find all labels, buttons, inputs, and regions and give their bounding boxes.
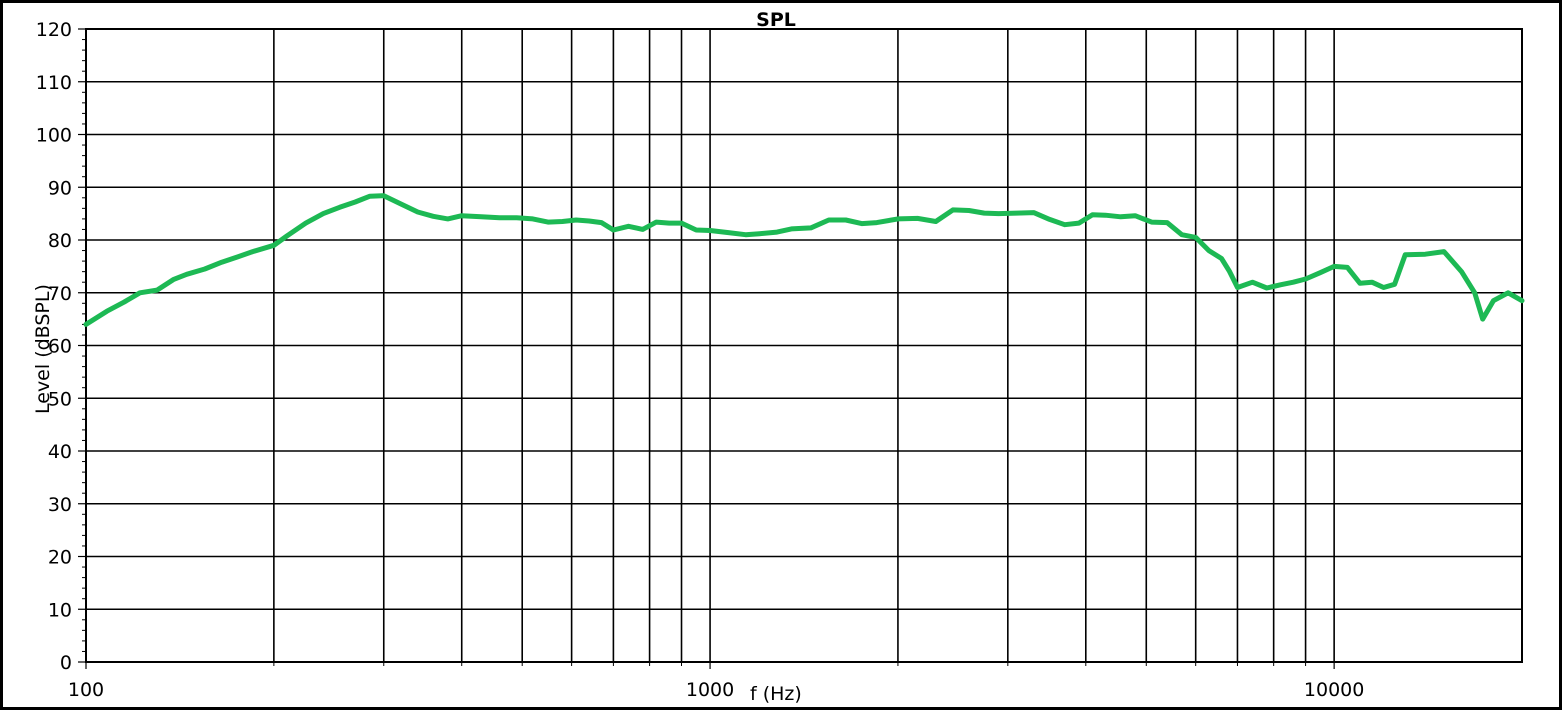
y-tick-label: 80 <box>48 230 72 252</box>
y-tick-label: 10 <box>48 599 72 621</box>
x-tick-label: 10000 <box>1304 679 1364 701</box>
series-layer <box>83 193 1525 327</box>
y-tick-label: 70 <box>48 283 72 305</box>
y-axis-title: Level (dBSPL) <box>32 284 54 414</box>
tick-layer <box>78 28 1335 669</box>
y-tick-label: 40 <box>48 441 72 463</box>
label-layer: 0 10 20 30 40 50 60 70 80 90 100 110 120 100 1000 10000 <box>36 19 1365 701</box>
y-tick-label: 60 <box>48 336 72 358</box>
y-tick-label: 120 <box>36 19 72 41</box>
spl-series-line <box>83 193 1525 327</box>
x-tick-label: 100 <box>68 679 104 701</box>
x-axis-title: f (Hz) <box>750 683 802 705</box>
y-tick-label: 90 <box>48 177 72 199</box>
y-tick-label: 30 <box>48 494 72 516</box>
grid-layer <box>86 29 1522 662</box>
x-tick-label: 1000 <box>686 679 734 701</box>
y-tick-label: 110 <box>36 72 72 94</box>
y-tick-label: 100 <box>36 125 72 147</box>
y-tick-label: 0 <box>60 652 72 674</box>
chart-title: SPL <box>756 9 796 31</box>
y-tick-label: 20 <box>48 547 72 569</box>
y-tick-label: 50 <box>48 388 72 410</box>
